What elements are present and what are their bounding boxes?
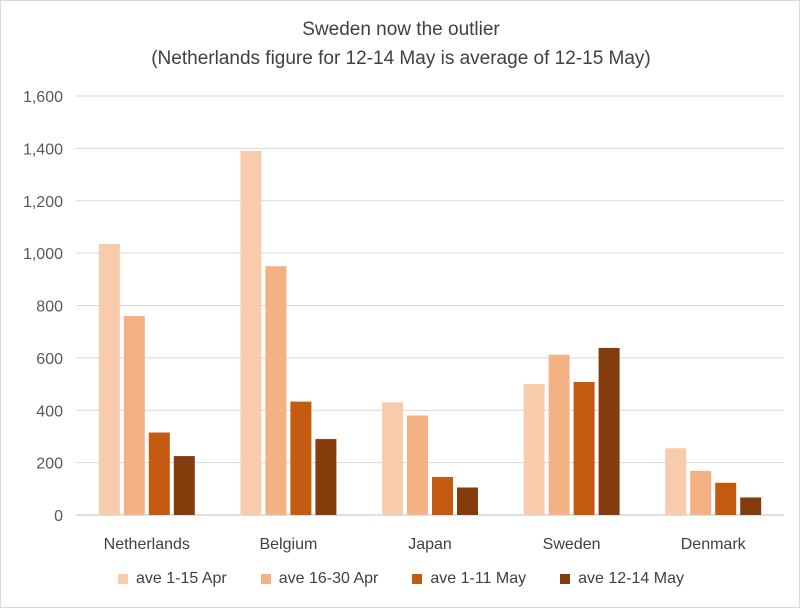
chart-title: Sweden now the outlier (302, 19, 500, 40)
y-tick-label: 400 (36, 403, 63, 420)
bar (148, 432, 170, 515)
bar (98, 243, 120, 515)
y-tick-label: 0 (54, 508, 63, 525)
bar (690, 471, 712, 515)
bar (290, 401, 312, 515)
y-tick-label: 1,400 (23, 141, 63, 158)
bar (523, 384, 545, 515)
bar (315, 439, 337, 515)
bar (665, 448, 687, 515)
legend-item: ave 12-14 May (560, 570, 684, 588)
bar (598, 347, 620, 515)
x-category-label: Netherlands (104, 536, 190, 553)
bar (173, 456, 195, 515)
bar (407, 415, 428, 515)
bar (240, 150, 262, 515)
x-category-label: Denmark (681, 536, 747, 553)
y-tick-label: 800 (36, 299, 63, 316)
y-tick-label: 1,600 (23, 89, 63, 106)
y-tick-label: 1,200 (23, 194, 63, 211)
legend-item: ave 16-30 Apr (260, 570, 379, 588)
bar (382, 402, 403, 515)
bar (740, 497, 762, 515)
legend-swatch (560, 574, 571, 584)
legend-item: ave 1-11 May (412, 570, 526, 588)
y-tick-label: 1,000 (23, 246, 63, 263)
x-category-label: Sweden (543, 536, 601, 553)
x-category-label: Belgium (259, 536, 317, 553)
bar (457, 487, 478, 515)
chart-legend: ave 1-15 Apr ave 16-30 Apr ave 1-11 May ave… (1, 570, 800, 588)
bar (432, 477, 453, 515)
legend-label: ave 1-11 May (430, 570, 527, 587)
y-tick-label: 600 (36, 351, 63, 368)
bar-chart-plot: 0 200 400 600 800 1,000 1,200 1,400 1,600 Netherl… (23, 89, 784, 553)
bar (573, 381, 595, 515)
legend-label: ave 12-14 May (578, 570, 684, 587)
chart-subtitle: (Netherlands figure for 12-14 May is ave… (151, 48, 651, 69)
legend-label: ave 1-15 Apr (136, 570, 227, 587)
y-tick-label: 200 (36, 456, 63, 473)
legend-swatch (412, 574, 423, 584)
legend-swatch (260, 574, 271, 584)
legend-item: ave 1-15 Apr (118, 570, 227, 588)
legend-label: ave 16-30 Apr (278, 570, 379, 587)
legend-swatch (118, 574, 129, 584)
bar (123, 315, 145, 515)
bar (715, 482, 737, 515)
bar (548, 354, 570, 515)
bar (265, 266, 287, 515)
x-category-label: Japan (408, 536, 452, 553)
